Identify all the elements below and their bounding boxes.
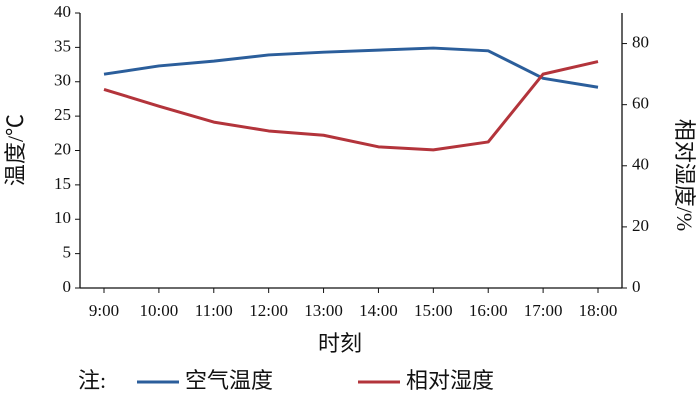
y-tick-label: 25	[54, 105, 71, 124]
x-tick-label: 16:00	[469, 301, 508, 320]
x-tick-label: 10:00	[140, 301, 179, 320]
x-tick-label: 18:00	[579, 301, 618, 320]
y2-axis-label: 相对湿度/%	[672, 119, 697, 231]
x-tick-label: 15:00	[414, 301, 453, 320]
y-tick-label: 10	[54, 208, 71, 227]
y2-tick-label: 0	[632, 277, 641, 296]
x-tick-label: 13:00	[304, 301, 343, 320]
y-tick-label: 30	[54, 71, 71, 90]
legend-label: 空气温度	[185, 368, 273, 393]
y2-tick-label: 60	[632, 94, 649, 113]
y-tick-label: 40	[54, 2, 71, 21]
y2-tick-label: 80	[632, 32, 649, 51]
y2-tick-label: 20	[632, 216, 649, 235]
series-line	[103, 60, 599, 152]
series-line	[103, 46, 599, 89]
y-tick-label: 5	[63, 243, 72, 262]
x-axis-label: 时刻	[318, 331, 362, 356]
y2-tick-label: 40	[632, 155, 649, 174]
x-tick-label: 14:00	[359, 301, 398, 320]
x-tick-label: 9:00	[89, 301, 119, 320]
y-tick-label: 20	[54, 139, 71, 158]
x-tick-label: 17:00	[524, 301, 563, 320]
y-axis-label: 温度/℃	[3, 114, 28, 186]
y-tick-label: 0	[63, 277, 72, 296]
legend-label: 相对湿度	[406, 368, 494, 393]
y-tick-label: 15	[54, 174, 71, 193]
x-tick-label: 11:00	[195, 301, 233, 320]
x-tick-label: 12:00	[249, 301, 288, 320]
y-tick-label: 35	[54, 36, 71, 55]
legend-title: 注:	[78, 368, 106, 393]
